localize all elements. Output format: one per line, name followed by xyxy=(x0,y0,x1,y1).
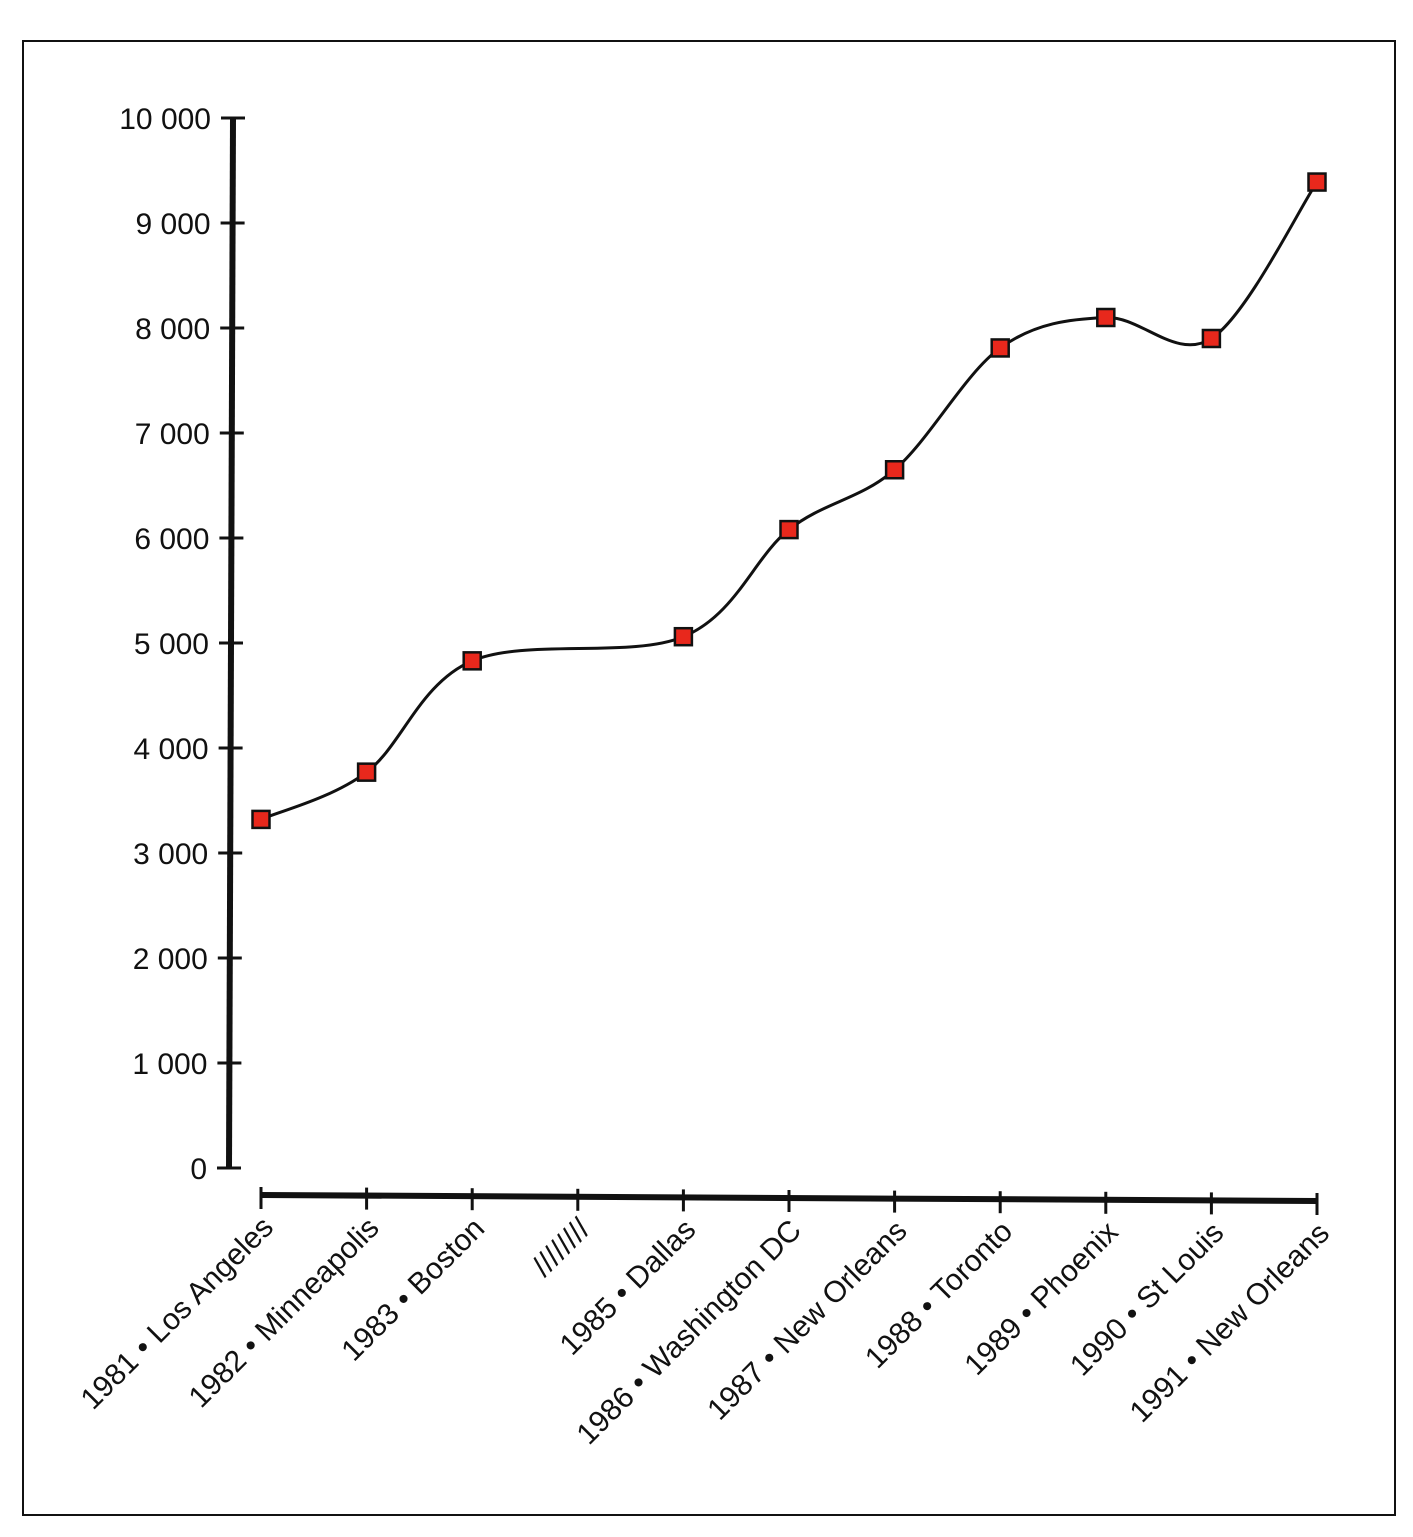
data-point-marker xyxy=(990,338,1010,358)
series-line xyxy=(260,181,1319,821)
data-point-marker xyxy=(884,460,905,480)
y-axis: 0 1 000 2 000 3 000 4 000 5 000 6 000 7 000 8 00… xyxy=(119,103,245,1186)
data-point-marker xyxy=(1307,172,1327,192)
y-tick-label: 1 000 xyxy=(132,1048,207,1081)
y-tick-label: 6 000 xyxy=(134,523,209,556)
data-point-marker xyxy=(1096,307,1116,328)
data-point-marker xyxy=(356,762,377,782)
data-point-marker xyxy=(673,626,694,647)
chart-frame xyxy=(22,40,1396,1516)
series-line-group xyxy=(260,181,1319,821)
x-tick-label: 1991 • New Orleans xyxy=(1124,1217,1336,1429)
x-tick-label: 1982 • Minneapolis xyxy=(183,1211,386,1414)
data-point-marker xyxy=(779,519,799,540)
y-tick-label: 9 000 xyxy=(136,208,211,241)
x-tick-label: 1981 • Los Angeles xyxy=(75,1211,280,1416)
x-tick-label: //////// xyxy=(526,1212,597,1283)
marker-group xyxy=(251,172,1327,830)
y-tick-label: 4 000 xyxy=(134,733,209,766)
y-tick-label: 5 000 xyxy=(134,628,209,661)
data-point-marker xyxy=(462,651,482,671)
data-point-marker xyxy=(251,809,271,830)
y-tick-label: 8 000 xyxy=(135,313,210,346)
y-tick-label: 7 000 xyxy=(135,418,210,451)
y-tick-label: 2 000 xyxy=(133,943,208,976)
data-point-marker xyxy=(1201,328,1222,349)
y-tick-label: 10 000 xyxy=(119,103,211,136)
y-tick-label: 0 xyxy=(190,1153,207,1186)
x-tick-label: 1987 • New Orleans xyxy=(701,1214,913,1426)
y-tick-label: 3 000 xyxy=(133,838,208,871)
